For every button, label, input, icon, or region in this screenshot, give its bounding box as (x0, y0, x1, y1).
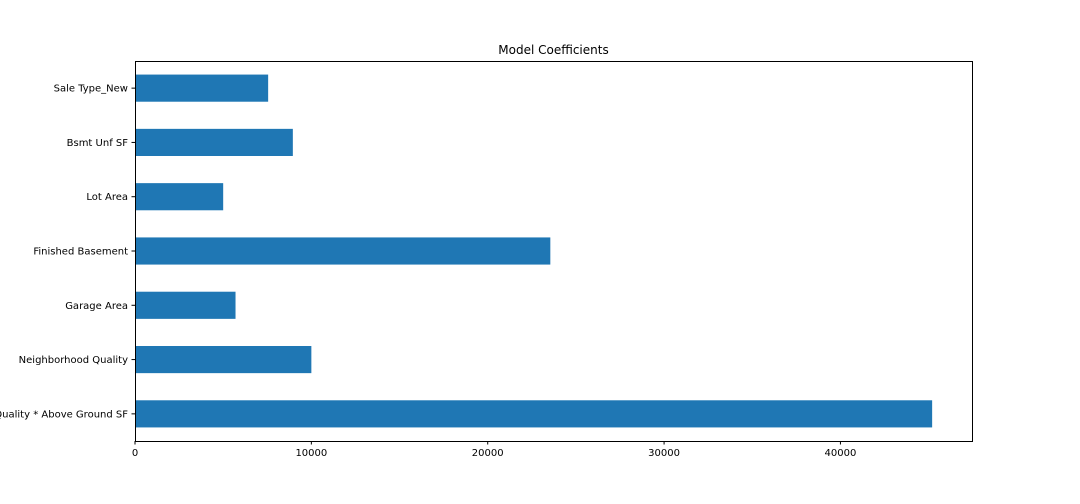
y-tick-label-garage-area: Garage Area (65, 301, 128, 312)
x-tick-label-20000: 20000 (472, 448, 504, 459)
x-tick-label-0: 0 (132, 448, 138, 459)
y-tick-label-sale-type-new: Sale Type_New (54, 84, 128, 95)
bar-finished-basement (135, 237, 551, 265)
x-tick-label-10000: 10000 (295, 448, 327, 459)
x-axis: 0 10000 20000 30000 40000 (132, 441, 857, 459)
bar-lot-area (135, 183, 224, 211)
plot-frame (135, 61, 973, 442)
bar-neighborhood-quality (135, 346, 312, 374)
bar-overall-quality-above-ground-sf (135, 400, 933, 428)
y-tick-label-neighborhood-quality: Neighborhood Quality (19, 355, 128, 366)
y-tick-label-finished-basement: Finished Basement (33, 247, 128, 258)
x-tick-label-40000: 40000 (825, 448, 857, 459)
bar-sale-type-new (135, 74, 269, 102)
chart-title: Model Coefficients (498, 43, 608, 57)
x-tick-label-30000: 30000 (648, 448, 680, 459)
y-tick-label-lot-area: Lot Area (86, 192, 128, 203)
y-tick-label-overall-quality-above-ground-sf: Overall Quality * Above Ground SF (0, 409, 128, 420)
bar-garage-area (135, 291, 236, 319)
y-axis: Sale Type_New Bsmt Unf SF Lot Area Finished… (0, 84, 135, 420)
bars-group (135, 74, 933, 428)
bar-bsmt-unf-sf (135, 128, 293, 156)
y-tick-label-bsmt-unf-sf: Bsmt Unf SF (67, 138, 129, 149)
